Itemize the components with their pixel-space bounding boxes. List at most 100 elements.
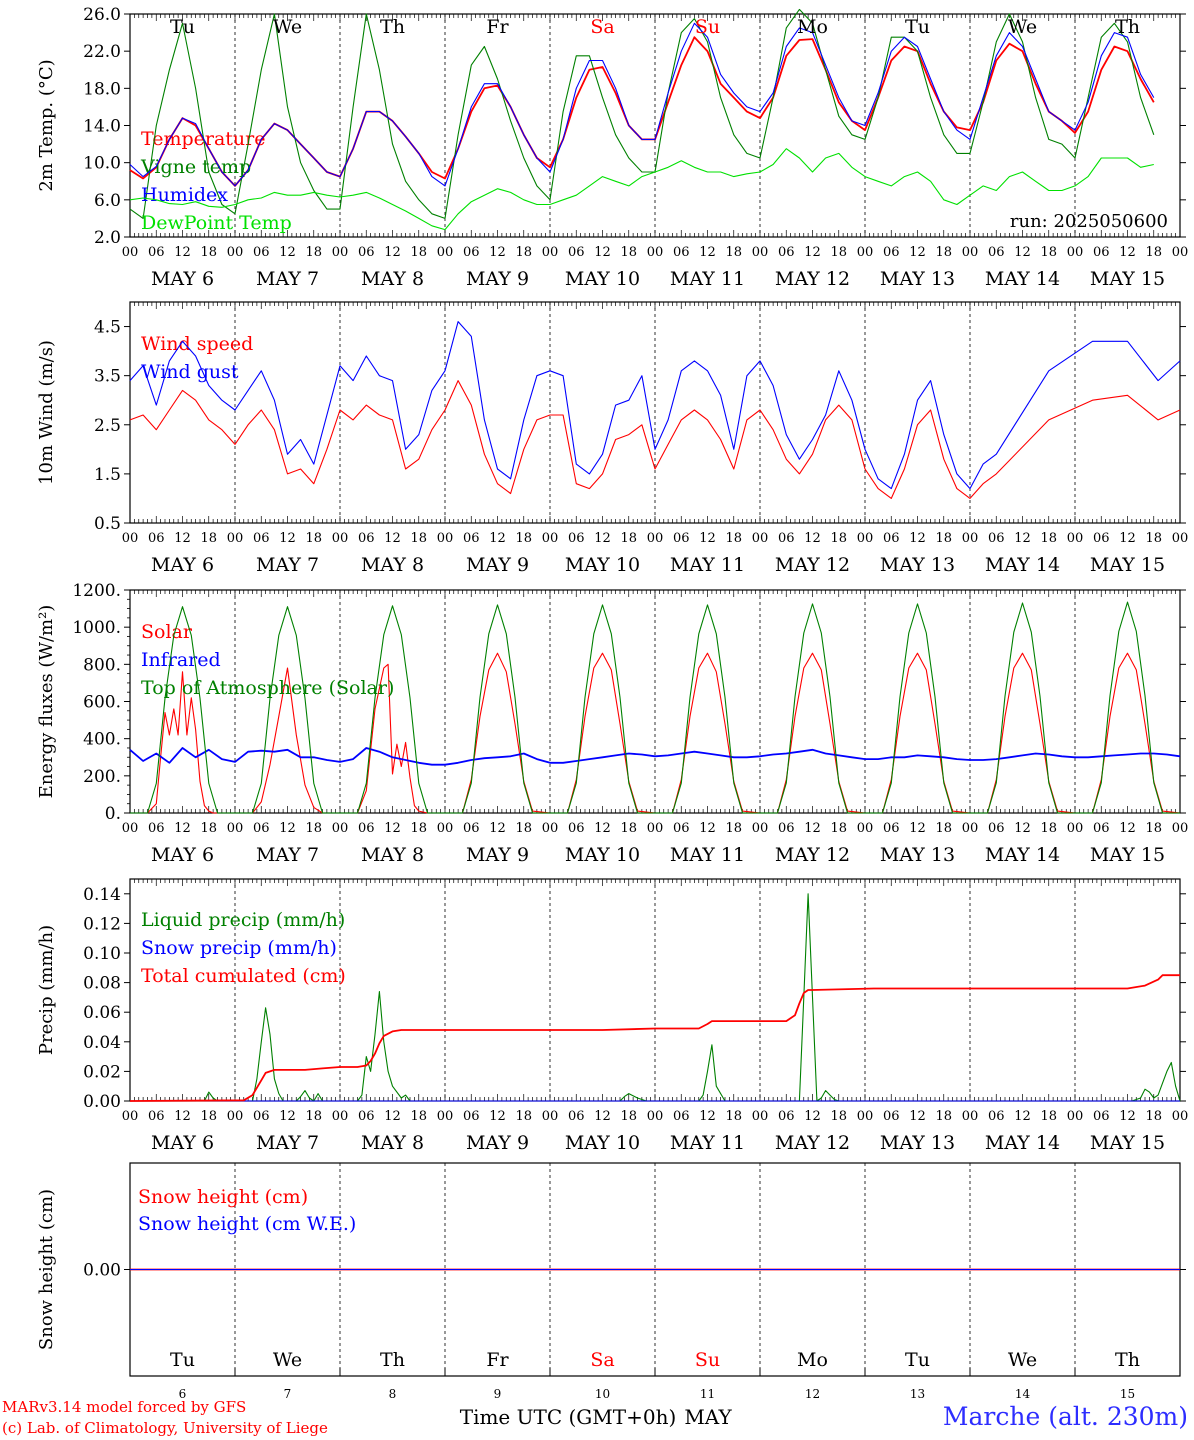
day-number-label: 13 xyxy=(910,1387,925,1401)
hour-tick-label: 12 xyxy=(279,531,296,546)
hour-tick-label: 18 xyxy=(935,245,952,260)
hour-tick-label: 00 xyxy=(647,821,664,836)
y-tick-label: 600. xyxy=(83,693,121,713)
x-axis-month: MAY xyxy=(684,1405,732,1429)
hour-tick-label: 12 xyxy=(804,821,821,836)
hour-tick-label: 12 xyxy=(1119,531,1136,546)
hour-tick-label: 06 xyxy=(253,245,270,260)
legend-entry: Vigne temp xyxy=(140,156,251,178)
y-tick-label: 22.0 xyxy=(83,42,121,62)
hour-tick-label: 06 xyxy=(988,531,1005,546)
date-label: MAY 15 xyxy=(1090,844,1165,866)
hour-tick-label: 06 xyxy=(883,245,900,260)
hour-tick-label: 12 xyxy=(594,1109,611,1124)
hour-tick-label: 18 xyxy=(305,245,322,260)
hour-tick-label: 12 xyxy=(489,531,506,546)
hour-tick-label: 00 xyxy=(437,821,454,836)
hour-tick-label: 00 xyxy=(1172,821,1189,836)
hour-tick-label: 12 xyxy=(489,245,506,260)
weekday-label: Th xyxy=(380,1349,405,1371)
panel-5: 0.00 Snow height (cm) Snow height (cm) Snow… xyxy=(36,1162,1186,1429)
date-label: MAY 14 xyxy=(985,554,1060,576)
hour-tick-label: 00 xyxy=(332,531,349,546)
hour-tick-label: 18 xyxy=(200,821,217,836)
hour-tick-label: 18 xyxy=(200,245,217,260)
plot-frame xyxy=(129,589,1181,814)
hour-tick-label: 12 xyxy=(594,245,611,260)
weekday-label: Fr xyxy=(486,16,509,38)
weekday-label: Tu xyxy=(170,16,195,38)
hour-tick-label: 06 xyxy=(463,245,480,260)
hour-tick-label: 12 xyxy=(384,1109,401,1124)
hour-tick-label: 00 xyxy=(752,531,769,546)
date-label: MAY 7 xyxy=(256,844,319,866)
hour-tick-label: 18 xyxy=(830,531,847,546)
hour-tick-label: 18 xyxy=(1040,531,1057,546)
y-tick-label: 2.5 xyxy=(94,416,121,436)
date-label: MAY 15 xyxy=(1090,268,1165,290)
hour-tick-label: 00 xyxy=(542,245,559,260)
date-label: MAY 7 xyxy=(256,1132,319,1154)
weekday-label: Sa xyxy=(590,1349,614,1371)
hour-tick-label: 12 xyxy=(909,1109,926,1124)
x-axis-title: Time UTC (GMT+0h) xyxy=(460,1405,677,1429)
hour-tick-label: 18 xyxy=(1145,531,1162,546)
hour-tick-label: 18 xyxy=(725,245,742,260)
hour-tick-label: 12 xyxy=(1119,1109,1136,1124)
hour-tick-label: 00 xyxy=(437,245,454,260)
hour-tick-label: 00 xyxy=(1067,245,1084,260)
hour-tick-label: 00 xyxy=(1172,245,1189,260)
panel-2: 00 06 12 18 00 06 12 18 00 06 12 18 00 06 12 18 00 06 12 18… xyxy=(36,301,1189,576)
hour-tick-label: 00 xyxy=(227,531,244,546)
date-label: MAY 12 xyxy=(775,844,850,866)
date-label: MAY 13 xyxy=(880,1132,955,1154)
series-line-wind-gust xyxy=(129,321,1181,490)
weekday-label: We xyxy=(1008,1349,1037,1371)
weekday-label: Tu xyxy=(905,16,930,38)
date-label: MAY 11 xyxy=(670,1132,745,1154)
date-label: MAY 10 xyxy=(565,844,640,866)
hour-tick-label: 12 xyxy=(699,1109,716,1124)
y-tick-label: 4.5 xyxy=(94,318,121,338)
weekday-label: Th xyxy=(380,16,405,38)
weekday-label: Tu xyxy=(905,1349,930,1371)
hour-tick-label: 18 xyxy=(1145,1109,1162,1124)
hour-tick-label: 00 xyxy=(332,821,349,836)
hour-tick-label: 12 xyxy=(279,245,296,260)
y-tick-label: 0.00 xyxy=(83,1261,121,1281)
hour-tick-label: 00 xyxy=(962,245,979,260)
hour-tick-label: 06 xyxy=(253,1109,270,1124)
hour-tick-label: 18 xyxy=(725,1109,742,1124)
date-label: MAY 11 xyxy=(670,554,745,576)
hour-tick-label: 00 xyxy=(1067,531,1084,546)
hour-tick-label: 00 xyxy=(1172,531,1189,546)
hour-tick-label: 06 xyxy=(568,821,585,836)
weekday-label: We xyxy=(273,1349,302,1371)
hour-tick-label: 18 xyxy=(830,1109,847,1124)
hour-tick-label: 00 xyxy=(647,245,664,260)
date-label: MAY 15 xyxy=(1090,1132,1165,1154)
series-line-temperature xyxy=(129,36,1155,187)
hour-tick-label: 06 xyxy=(463,1109,480,1124)
series-line-dewpoint-temp xyxy=(129,148,1154,231)
hour-tick-label: 00 xyxy=(962,1109,979,1124)
hour-tick-label: 06 xyxy=(148,821,165,836)
hour-tick-label: 06 xyxy=(673,1109,690,1124)
hour-tick-label: 06 xyxy=(988,1109,1005,1124)
legend-entry: Top of Atmosphere (Solar) xyxy=(141,677,394,699)
hour-tick-label: 00 xyxy=(227,245,244,260)
hour-tick-label: 00 xyxy=(437,531,454,546)
hour-tick-label: 18 xyxy=(305,821,322,836)
hour-tick-label: 12 xyxy=(384,821,401,836)
legend-entry: DewPoint Temp xyxy=(141,212,292,234)
date-label: MAY 11 xyxy=(670,844,745,866)
hour-tick-label: 00 xyxy=(962,821,979,836)
hour-tick-label: 06 xyxy=(883,821,900,836)
hour-tick-label: 12 xyxy=(279,821,296,836)
hour-tick-label: 00 xyxy=(752,1109,769,1124)
y-tick-label: 0.02 xyxy=(83,1062,121,1082)
hour-tick-label: 06 xyxy=(673,245,690,260)
hour-tick-label: 18 xyxy=(515,245,532,260)
hour-tick-label: 00 xyxy=(647,1109,664,1124)
